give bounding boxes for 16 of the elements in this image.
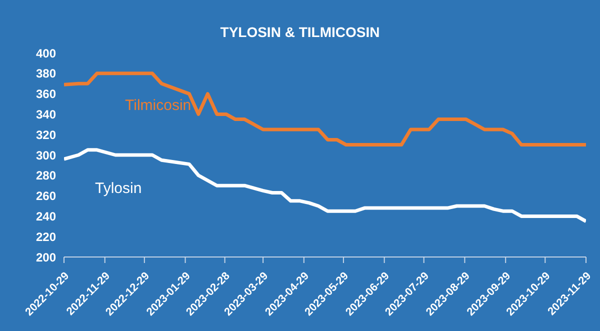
y-tick-label: 360: [36, 87, 56, 102]
y-tick-label: 340: [36, 107, 56, 122]
y-tick-label: 380: [36, 66, 56, 81]
y-tick-label: 300: [36, 148, 56, 162]
line-series: [64, 72, 586, 147]
y-tick-label: 220: [36, 230, 56, 244]
chart-title: TYLOSIN & TILMICOSIN: [219, 24, 381, 40]
line-series: [64, 148, 586, 224]
series-label: Tylosin: [95, 180, 142, 197]
y-tick-label: 400: [36, 46, 56, 60]
series-label: Tilmicosin: [125, 97, 192, 114]
y-tick-label: 260: [36, 189, 56, 204]
y-tick-label: 240: [36, 209, 56, 224]
y-tick-label: 200: [36, 250, 56, 264]
y-tick-label: 320: [36, 128, 56, 142]
y-tick-label: 280: [36, 168, 56, 183]
